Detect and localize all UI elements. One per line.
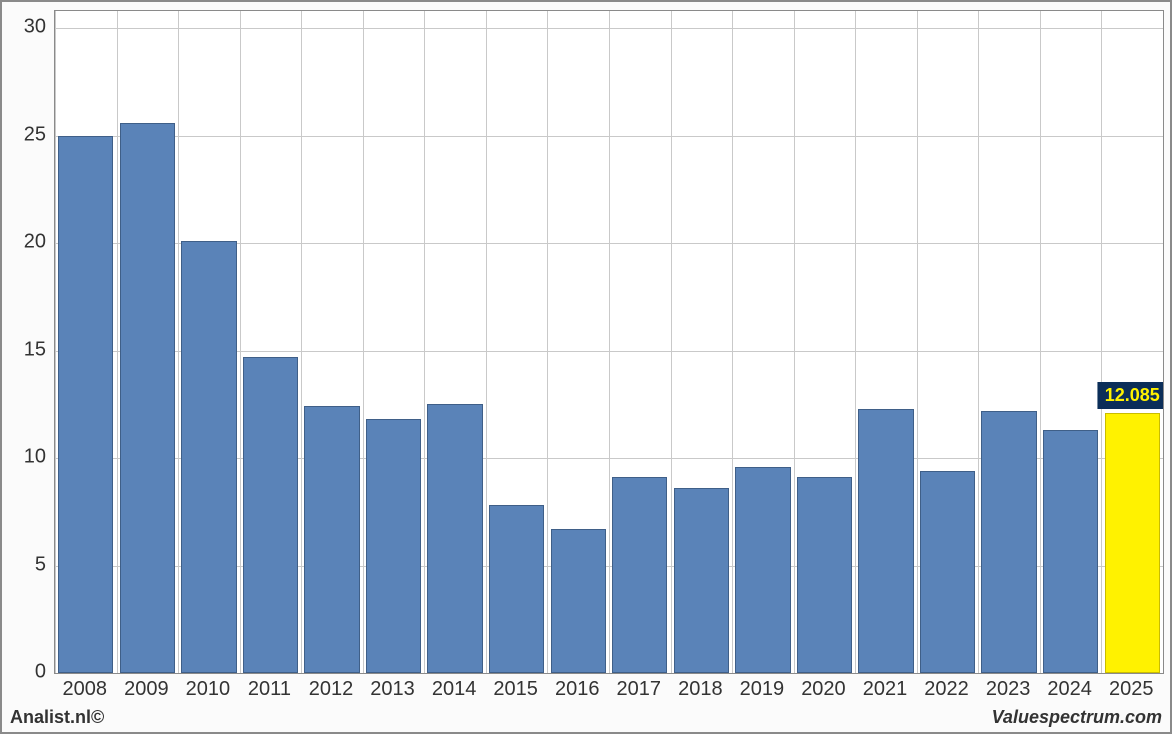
gridline-vertical (1163, 11, 1164, 673)
x-tick-label: 2015 (493, 678, 538, 701)
gridline-vertical (609, 11, 610, 673)
bar-2019 (735, 467, 790, 673)
x-tick-label: 2016 (555, 678, 600, 701)
gridline-vertical (732, 11, 733, 673)
gridline-vertical (55, 11, 56, 673)
bar-2009 (120, 123, 175, 673)
bar-2024 (1043, 430, 1098, 673)
bar-2013 (366, 419, 421, 673)
x-tick-label: 2012 (309, 678, 354, 701)
bar-2022 (920, 471, 975, 673)
gridline-vertical (917, 11, 918, 673)
y-tick-label: 20 (2, 231, 46, 254)
gridline-vertical (117, 11, 118, 673)
gridline-vertical (794, 11, 795, 673)
x-tick-label: 2009 (124, 678, 169, 701)
x-tick-label: 2013 (370, 678, 415, 701)
x-tick-label: 2008 (63, 678, 108, 701)
y-tick-label: 10 (2, 446, 46, 469)
gridline-vertical (1040, 11, 1041, 673)
gridline-vertical (1101, 11, 1102, 673)
y-tick-label: 15 (2, 338, 46, 361)
bar-2018 (674, 488, 729, 673)
bar-2021 (858, 409, 913, 673)
gridline-vertical (240, 11, 241, 673)
x-tick-label: 2010 (186, 678, 231, 701)
bar-2008 (58, 136, 113, 673)
x-tick-label: 2023 (986, 678, 1031, 701)
bar-2016 (551, 529, 606, 673)
gridline-vertical (301, 11, 302, 673)
gridline-vertical (671, 11, 672, 673)
bar-2012 (304, 406, 359, 673)
bar-2023 (981, 411, 1036, 673)
x-tick-label: 2025 (1109, 678, 1154, 701)
x-tick-label: 2020 (801, 678, 846, 701)
footer-credit-left: Analist.nl© (10, 707, 104, 728)
bar-2017 (612, 477, 667, 673)
gridline-vertical (855, 11, 856, 673)
x-tick-label: 2021 (863, 678, 908, 701)
x-tick-label: 2017 (617, 678, 662, 701)
bar-2015 (489, 505, 544, 673)
x-tick-label: 2024 (1047, 678, 1092, 701)
bar-2025 (1105, 413, 1160, 673)
gridline-vertical (178, 11, 179, 673)
gridline-vertical (424, 11, 425, 673)
y-tick-label: 5 (2, 553, 46, 576)
y-tick-label: 0 (2, 661, 46, 684)
x-tick-label: 2011 (248, 678, 291, 701)
bar-2020 (797, 477, 852, 673)
value-callout: 12.085 (1098, 382, 1164, 409)
x-tick-label: 2014 (432, 678, 477, 701)
x-tick-label: 2019 (740, 678, 785, 701)
footer-credit-right: Valuespectrum.com (992, 707, 1162, 728)
gridline-vertical (486, 11, 487, 673)
gridline-vertical (978, 11, 979, 673)
y-tick-label: 30 (2, 16, 46, 39)
bar-2014 (427, 404, 482, 673)
bar-2011 (243, 357, 298, 673)
gridline-vertical (547, 11, 548, 673)
chart-outer: 12.085 051015202530 20082009201020112012… (0, 0, 1172, 734)
gridline-horizontal (55, 673, 1163, 674)
x-tick-label: 2022 (924, 678, 969, 701)
bar-2010 (181, 241, 236, 673)
y-tick-label: 25 (2, 123, 46, 146)
gridline-vertical (363, 11, 364, 673)
x-tick-label: 2018 (678, 678, 723, 701)
plot-area: 12.085 (54, 10, 1164, 674)
